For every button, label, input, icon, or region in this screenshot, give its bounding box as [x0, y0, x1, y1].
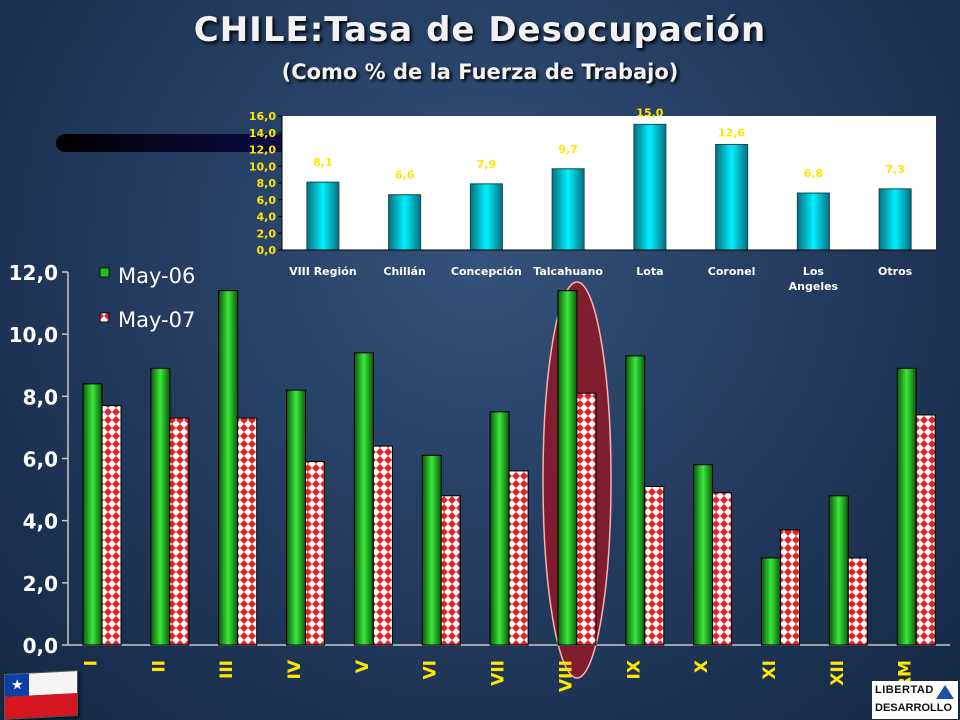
inset-bar-concepci-n — [469, 183, 503, 251]
inset-bar-coronel — [715, 143, 749, 251]
bar-may-06-x — [693, 464, 714, 646]
bar-may-07-x — [712, 492, 733, 646]
main-y-tick-label: 6,0 — [23, 448, 58, 472]
inset-y-tick-label: 8,0 — [257, 177, 277, 190]
bar-may-06-v — [353, 352, 374, 646]
legend: May-06 May-07 — [99, 264, 195, 332]
libertad-desarrollo-logo: LIBERTAD DESARROLLO — [872, 681, 958, 719]
bar-may-07-vii — [508, 470, 529, 646]
inset-plot-area — [282, 116, 936, 250]
inset-bar-lota — [633, 123, 667, 251]
main-x-label-xii: XII — [828, 660, 848, 686]
bar-may-07-xii — [847, 557, 868, 646]
bar-may-07-vi — [440, 495, 461, 646]
inset-x-label-los-angeles: Angeles — [789, 280, 839, 293]
bar-may-07-v — [372, 445, 393, 646]
inset-y-tick-label: 6,0 — [257, 194, 277, 207]
page-title: CHILE:Tasa de Desocupación — [193, 10, 767, 50]
main-x-label-xi: XI — [760, 660, 780, 679]
main-y-tick-label: 12,0 — [9, 261, 58, 285]
inset-x-label-los-angeles: Los — [803, 265, 825, 278]
legend-label-may-06: May-06 — [118, 264, 195, 288]
inset-x-label-concepci-n: Concepción — [451, 265, 522, 278]
logo-line1: LIBERTAD — [875, 684, 934, 696]
inset-x-label-talcahuano: Talcahuano — [533, 265, 603, 278]
bar-may-06-i — [82, 383, 103, 646]
inset-bar-los-angeles — [796, 192, 830, 251]
inset-data-label: 7,9 — [477, 158, 497, 171]
bar-may-06-viii — [557, 290, 578, 646]
main-y-tick-label: 8,0 — [23, 385, 58, 409]
inset-data-label: 8,1 — [313, 156, 333, 169]
inset-bar-viii-regi-n — [306, 181, 340, 251]
logo-line2: DESARROLLO — [875, 702, 952, 714]
inset-y-tick-label: 2,0 — [257, 227, 277, 240]
inset-data-label: 15,0 — [636, 106, 663, 119]
bar-may-07-xi — [779, 529, 800, 646]
main-y-tick-label: 10,0 — [9, 323, 58, 347]
inset-x-label-viii-regi-n: VIII Región — [289, 265, 357, 278]
main-y-tick-label: 2,0 — [23, 572, 58, 596]
bar-may-06-ix — [625, 355, 646, 646]
main-x-label-ix: IX — [624, 660, 644, 679]
inset-bar-otros — [878, 188, 912, 251]
inset-y-tick-label: 0,0 — [257, 244, 277, 257]
bar-may-06-iii — [218, 290, 239, 646]
inset-y-tick-label: 12,0 — [249, 144, 276, 157]
legend-label-may-07: May-07 — [118, 308, 195, 332]
logo-triangle-icon — [936, 685, 954, 699]
main-x-label-ii: II — [149, 660, 169, 673]
bar-may-06-xii — [828, 495, 849, 646]
main-y-tick-label: 0,0 — [23, 634, 58, 658]
inset-y-tick-label: 14,0 — [249, 127, 276, 140]
bar-may-06-rm — [896, 367, 917, 646]
bar-may-06-xi — [760, 557, 781, 646]
bar-may-07-viii — [576, 392, 597, 646]
main-x-label-iv: IV — [285, 659, 305, 679]
inset-data-label: 6,6 — [395, 169, 415, 182]
main-x-label-vi: VI — [421, 660, 441, 679]
inset-x-label-chill-n: Chillán — [383, 265, 425, 278]
main-y-tick-label: 4,0 — [23, 510, 58, 534]
inset-x-label-coronel: Coronel — [708, 265, 756, 278]
bar-may-07-iii — [237, 417, 258, 646]
bar-may-07-rm — [915, 414, 936, 646]
inset-data-label: 6,8 — [804, 167, 824, 180]
main-x-label-v: V — [353, 659, 373, 673]
inset-bar-chill-n — [388, 194, 422, 251]
main-x-label-viii: VIII — [556, 660, 576, 692]
inset-y-tick-label: 10,0 — [249, 160, 276, 173]
main-x-label-i: I — [82, 660, 102, 666]
bar-may-06-iv — [286, 389, 307, 646]
legend-swatch-may-07 — [99, 312, 110, 323]
bar-may-07-ii — [169, 417, 190, 646]
main-chart: 0,02,04,06,08,010,012,0 I II III IV V VI VII VI… — [9, 261, 950, 692]
main-x-label-x: X — [692, 660, 712, 673]
flag-star-icon: ★ — [5, 673, 30, 697]
bar-may-06-ii — [150, 367, 171, 646]
bar-may-06-vi — [421, 454, 442, 646]
inset-y-tick-label: 4,0 — [257, 211, 277, 224]
bar-may-07-iv — [305, 461, 326, 646]
inset-bar-talcahuano — [551, 168, 585, 251]
bar-may-06-vii — [489, 411, 510, 646]
inset-data-label: 7,3 — [885, 163, 905, 176]
inset-chart: 8,1 6,6 7,9 9,7 15,0 12,6 6,8 7,3 0,0 2,0 4,0 6,0 8… — [249, 106, 936, 293]
bar-may-07-ix — [644, 485, 665, 646]
inset-y-tick-label: 16,0 — [249, 110, 276, 123]
bar-may-07-i — [101, 405, 122, 646]
main-x-label-vii: VII — [489, 660, 509, 686]
inset-x-label-otros: Otros — [878, 265, 913, 278]
inset-data-label: 12,6 — [718, 126, 745, 139]
legend-swatch-may-06 — [99, 267, 110, 278]
inset-x-label-lota: Lota — [636, 265, 663, 278]
chile-flag-icon: ★ — [4, 670, 78, 720]
page-subtitle: (Como % de la Fuerza de Trabajo) — [281, 60, 679, 84]
inset-data-label: 9,7 — [558, 143, 578, 156]
main-x-label-iii: III — [217, 660, 237, 679]
